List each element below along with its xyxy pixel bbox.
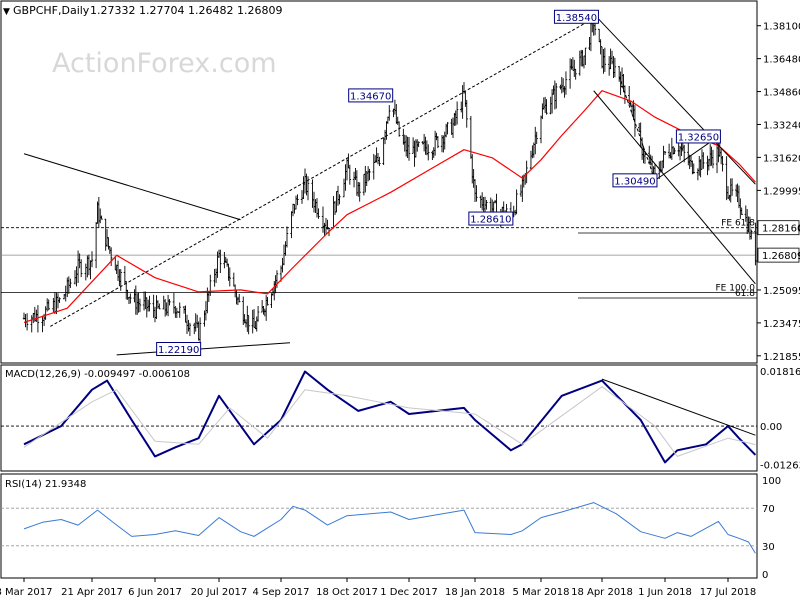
rsi-tick-label: 0 xyxy=(762,570,768,581)
date-tick-label: 6 Jun 2017 xyxy=(128,587,182,598)
price-tick-label: 1.25095 xyxy=(763,286,800,297)
macd-trendline-0 xyxy=(601,378,756,436)
macd-series-signal xyxy=(23,386,756,457)
rsi-tick-label: 70 xyxy=(762,504,775,515)
macd-tick-label: 0.00 xyxy=(760,422,782,433)
price-labels: 1.38540 1.34670 1.32650 1.30490 1.28610 1.221… xyxy=(156,9,721,356)
price-box xyxy=(757,220,800,236)
rsi-panel-frame xyxy=(0,473,758,579)
level-label: 61.8 xyxy=(735,289,755,299)
price-label: 1.38540 xyxy=(556,13,597,24)
moving-average xyxy=(23,90,756,323)
date-tick-label: 18 Jan 2018 xyxy=(445,587,505,598)
price-label-box xyxy=(156,341,202,356)
price-box xyxy=(757,247,800,263)
trendline-0 xyxy=(23,153,241,221)
moving-average-line xyxy=(23,90,756,323)
price-tick-label: 1.29995 xyxy=(763,186,800,197)
rsi-title: RSI(14) 21.9348 xyxy=(5,479,86,490)
watermark: ActionForex.com xyxy=(52,48,277,79)
price-label: 1.30490 xyxy=(614,176,655,187)
price-label: 1.22190 xyxy=(158,345,199,356)
date-tick-label: 20 Jul 2017 xyxy=(191,587,248,598)
macd-indicator: 0.018161 0.00 -0.012637 xyxy=(1,367,800,471)
date-tick-label: 5 Mar 2018 xyxy=(512,587,569,598)
date-tick-label: 18 Oct 2017 xyxy=(316,587,378,598)
rsi-indicator: 100 70 30 0 xyxy=(1,476,781,581)
date-axis: 8 Mar 2017 21 Apr 2017 6 Jun 2017 20 Jul 20… xyxy=(0,578,756,598)
chart-header: ▼ GBPCHF,Daily 1.27332 1.27704 1.26482 1… xyxy=(3,4,282,17)
price-trendlines xyxy=(23,16,756,356)
macd-title: MACD(12,26,9) -0.009497 -0.006108 xyxy=(5,369,190,380)
macd-panel-frame xyxy=(0,364,758,472)
rsi-line xyxy=(23,502,756,554)
price-tick-label: 1.34860 xyxy=(763,88,800,99)
date-tick-label: 21 Apr 2017 xyxy=(61,587,123,598)
price-tick-label: 1.33240 xyxy=(763,120,800,131)
price-tick-label: 1.31620 xyxy=(763,153,800,164)
price-label: 1.28610 xyxy=(470,215,511,226)
price-tick-label: 1.23475 xyxy=(763,319,800,330)
trendline-5 xyxy=(618,76,656,181)
date-tick-label: 4 Sep 2017 xyxy=(252,587,309,598)
macd-tick-label: 0.018161 xyxy=(760,367,800,378)
macd-series-macd xyxy=(23,370,757,464)
price-bars xyxy=(22,13,757,350)
trendline-3 xyxy=(596,16,756,185)
price-label-box xyxy=(553,9,599,24)
rsi-tick-label: 30 xyxy=(762,542,775,553)
date-tick-label: 18 Apr 2018 xyxy=(571,587,633,598)
price-tick-label: 1.21855 xyxy=(763,352,800,363)
price-box-label: 1.28160 xyxy=(762,224,800,235)
price-label-box xyxy=(612,173,658,188)
date-tick-label: 8 Mar 2017 xyxy=(0,587,53,598)
rsi-tick-label: 100 xyxy=(762,476,781,487)
date-tick-label: 1 Dec 2017 xyxy=(380,587,438,598)
date-tick-label: 17 Jul 2018 xyxy=(700,587,757,598)
price-tick-label: 1.38100 xyxy=(763,22,800,33)
trendline-2 xyxy=(116,342,291,356)
horizontal-levels: FE 61.8 1.28160 1.26809 FE 100.061.8 xyxy=(1,219,800,299)
trendline-6 xyxy=(654,136,719,181)
symbol-label: GBPCHF,Daily xyxy=(13,4,90,17)
macd-tick-label: -0.012637 xyxy=(760,460,800,471)
price-axis: 1.38100 1.36480 1.34860 1.33240 1.31620 1.299… xyxy=(757,22,800,363)
ohlc-values: 1.27332 1.27704 1.26482 1.26809 xyxy=(90,4,282,17)
price-box-label: 1.26809 xyxy=(762,251,800,262)
date-tick-label: 1 Jun 2018 xyxy=(638,587,692,598)
price-label: 1.34670 xyxy=(350,91,391,102)
level-label: FE 100.0 xyxy=(716,284,756,294)
trendline-4 xyxy=(593,90,756,285)
price-label-box xyxy=(348,88,394,103)
price-label: 1.32650 xyxy=(678,132,719,143)
level-label: FE 61.8 xyxy=(721,219,755,229)
price-label-box xyxy=(468,211,514,226)
price-tick-label: 1.36480 xyxy=(763,55,800,66)
price-label-box xyxy=(675,129,721,144)
header-triangle: ▼ xyxy=(3,7,10,17)
